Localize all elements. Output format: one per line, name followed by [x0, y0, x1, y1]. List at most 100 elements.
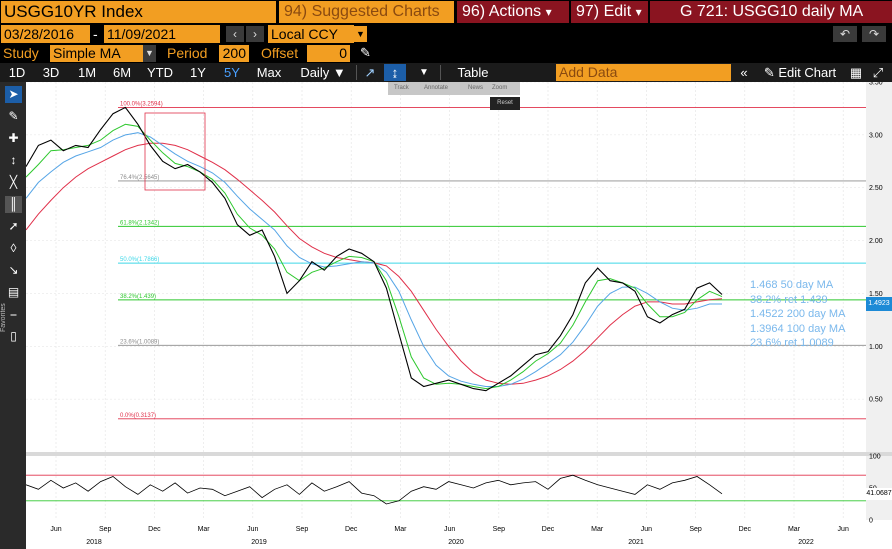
reset-button[interactable]: Reset	[490, 97, 520, 110]
horizontal-line-icon[interactable]: ↕	[10, 153, 17, 167]
pen-icon[interactable]: ✎	[8, 109, 19, 123]
x-tick-label-month: Sep	[296, 526, 309, 533]
cross-icon[interactable]: ✚	[8, 131, 19, 145]
y-tick-label: 3.00	[869, 132, 883, 139]
arrow-icon[interactable]: ↘	[8, 263, 19, 277]
study-bar: Study Simple MA ▼ Period 200 Offset 0 ✎	[0, 44, 892, 63]
period-5y[interactable]: 5Y	[224, 65, 240, 80]
chevron-down-icon[interactable]: ▼	[354, 26, 367, 42]
suggested-charts-button[interactable]: 94) Suggested Charts	[279, 1, 454, 23]
x-tick-label-year: 2020	[448, 539, 464, 546]
candle-chart-icon[interactable]: ↨	[384, 64, 406, 81]
x-tick-label-month: Mar	[394, 526, 407, 533]
y-tick-label: 1.00	[869, 344, 883, 351]
annotate-toolbar: Track Annotate News Zoom	[388, 82, 520, 95]
actions-button[interactable]: 96) Actions ▾	[457, 1, 569, 23]
chevron-down-icon[interactable]: ▼	[143, 45, 156, 62]
x-tick-label-month: Jun	[641, 526, 652, 533]
period-ytd[interactable]: YTD	[147, 65, 173, 80]
news-button[interactable]: News	[468, 85, 484, 91]
price-chart[interactable]: 100.0%(3.2594) 76.4%(2.5645) 61.8%(2.1342)…	[26, 82, 892, 549]
period-1y[interactable]: 1Y	[190, 65, 206, 80]
fib-selection-box[interactable]	[144, 112, 206, 191]
period-1m[interactable]: 1M	[77, 65, 97, 80]
rsi-tick-label: 0	[869, 518, 873, 525]
x-tick-label-year: 2021	[628, 539, 644, 546]
expand-icon[interactable]: ⤢	[872, 65, 884, 80]
edit-button[interactable]: 97) Edit ▾	[571, 1, 648, 23]
period-max[interactable]: Max	[256, 65, 282, 80]
rsi-last-label: 41.0687	[866, 488, 892, 500]
fib-level-label: 100.0%(3.2594)	[120, 101, 163, 107]
study-select[interactable]: Simple MA	[50, 45, 143, 62]
chevron-down-icon: ▾	[635, 5, 642, 19]
end-date-input[interactable]: 11/09/2021	[104, 25, 220, 43]
x-tick-label-month: Sep	[99, 526, 112, 533]
edit-chart-label: Edit Chart	[778, 65, 837, 80]
x-tick-label-year: 2018	[86, 539, 102, 546]
x-tick-label-month: Dec	[148, 526, 161, 533]
add-data-input[interactable]: Add Data	[556, 64, 731, 81]
x-tick-label-month: Mar	[591, 526, 604, 533]
drawing-toolbar: ➤ ✎ ✚ ↕ ╳ ║ ➚ ◊ ↘ ▤ ⎯ ▯ Favorites	[0, 82, 26, 549]
x-tick-label-month: Jun	[444, 526, 455, 533]
collapse-icon[interactable]: «	[740, 65, 748, 80]
y-tick-label: 0.50	[869, 397, 883, 404]
pane-divider[interactable]	[26, 452, 892, 456]
rsi-tick-label: 100	[869, 454, 881, 461]
x-tick-label-year: 2019	[251, 539, 267, 546]
favorites-label: Favorites	[0, 303, 7, 332]
annotate-button[interactable]: Annotate	[424, 85, 449, 91]
divider	[440, 65, 441, 80]
divider	[356, 65, 357, 80]
period-1d[interactable]: 1D	[8, 65, 26, 80]
cursor-icon[interactable]: ➤	[5, 86, 22, 103]
edit-chart-button[interactable]: ✎ Edit Chart	[763, 65, 837, 80]
chart-area[interactable]: 100.0%(3.2594) 76.4%(2.5645) 61.8%(2.1342)…	[26, 82, 892, 549]
date-bar: 03/28/2016 - 11/09/2021 ‹ › Local CCY ▼ …	[0, 24, 892, 44]
actions-label: 96) Actions	[462, 3, 542, 20]
rsi-plot-background	[26, 456, 866, 520]
edit-icon[interactable]: ▦	[849, 65, 863, 80]
study-label: Study	[3, 45, 39, 61]
y-tick-label: 2.50	[869, 185, 883, 192]
ticker-field[interactable]: USGG10YR Index	[1, 1, 276, 23]
chevron-down-icon[interactable]: ▼	[419, 67, 429, 78]
zoom-button[interactable]: Zoom	[492, 85, 508, 91]
x-tick-label-month: Mar	[198, 526, 211, 533]
y-axis-background	[866, 82, 892, 452]
fib-level-label: 61.8%(2.1342)	[120, 220, 159, 226]
x-tick-label-month: Jun	[838, 526, 849, 533]
line-chart-icon[interactable]: ↗	[364, 65, 376, 80]
edit-label: 97) Edit	[576, 3, 632, 20]
x-tick-label-month: Dec	[542, 526, 555, 533]
channel-icon[interactable]: ▤	[7, 285, 20, 299]
table-button[interactable]: Table	[457, 65, 489, 80]
x-tick-label-month: Mar	[788, 526, 801, 533]
period-6m[interactable]: 6M	[112, 65, 132, 80]
fibonacci-icon[interactable]: ║	[5, 196, 22, 213]
price-line	[26, 106, 723, 392]
currency-select[interactable]: Local CCY	[268, 25, 354, 43]
interval-select[interactable]: Daily ▼	[300, 65, 346, 80]
offset-input[interactable]: 0	[307, 45, 350, 62]
redo-icon[interactable]: ↷	[862, 26, 886, 42]
track-button[interactable]: Track	[394, 85, 409, 91]
start-date-input[interactable]: 03/28/2016	[1, 25, 90, 43]
next-icon[interactable]: ›	[246, 26, 264, 42]
fib-level-label: 76.4%(2.5645)	[120, 175, 159, 181]
trend-icon[interactable]: ➚	[8, 219, 19, 233]
period-input[interactable]: 200	[219, 45, 249, 62]
line-icon[interactable]: ╳	[9, 175, 18, 189]
ma-legend: 1.468 50 day MA 38.2% ret 1.439 1.4522 2…	[750, 278, 892, 351]
period-toolbar: 1D 3D 1M 6M YTD 1Y 5Y Max Daily ▼ ↗ ↨ ▼ …	[0, 63, 892, 82]
prev-icon[interactable]: ‹	[226, 26, 244, 42]
eraser-icon[interactable]: ▯	[10, 329, 17, 343]
flat-line-icon[interactable]: ⎯	[10, 307, 17, 321]
date-dash: -	[93, 26, 98, 42]
undo-icon[interactable]: ↶	[833, 26, 857, 42]
fib-level-label: 50.0%(1.7866)	[120, 257, 159, 263]
pencil-icon[interactable]: ✎	[360, 45, 371, 60]
period-3d[interactable]: 3D	[42, 65, 60, 80]
text-icon[interactable]: ◊	[10, 241, 17, 255]
